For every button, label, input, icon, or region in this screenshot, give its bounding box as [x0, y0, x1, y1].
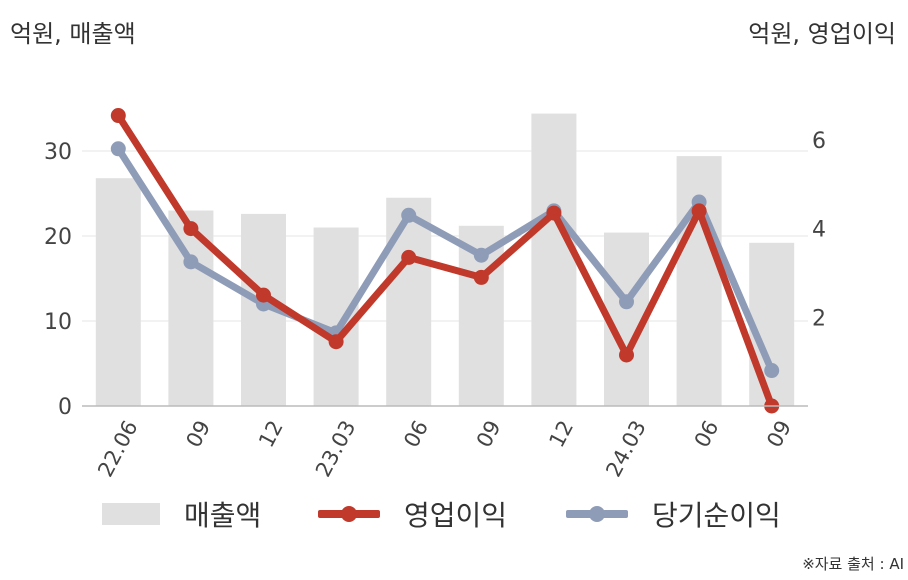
legend-label-operating-profit: 영업이익 [404, 499, 508, 532]
operating-profit-point [619, 347, 634, 363]
operating-profit-point [473, 269, 489, 285]
operating-profit-point [328, 334, 344, 350]
legend: 매출액 영업이익 당기순이익 [0, 492, 908, 536]
operating-profit-point [110, 108, 126, 124]
x-tick-label: 09 [472, 416, 506, 451]
legend-label-revenue: 매출액 [184, 499, 262, 532]
left-tick-label: 20 [44, 225, 72, 250]
x-tick-label: 09 [181, 416, 215, 451]
x-tick-label: 24.03 [601, 416, 650, 480]
legend-swatch-revenue [102, 503, 160, 525]
left-tick-label: 10 [44, 310, 72, 335]
right-tick-label: 4 [812, 218, 826, 243]
x-tick-label: 23.03 [311, 416, 360, 480]
x-tick-label: 12 [254, 416, 288, 451]
operating-profit-point [401, 249, 417, 265]
legend-item-revenue: 매출액 [102, 492, 261, 536]
legend-swatch-net-profit [566, 506, 628, 522]
revenue-bar [313, 227, 359, 406]
revenue-bar [531, 113, 577, 406]
left-tick-label: 0 [58, 395, 72, 420]
net-profit-point [183, 254, 199, 270]
operating-profit-point [691, 203, 707, 219]
right-tick-label: 6 [812, 129, 826, 154]
operating-profit-point [256, 287, 271, 303]
operating-profit-point [183, 221, 199, 237]
x-tick-label: 22.06 [93, 416, 142, 480]
right-axis-unit: 억원, 영업이익 [748, 20, 896, 48]
legend-label-net-profit: 당기순이익 [652, 499, 781, 532]
operating-profit-line [114, 112, 776, 410]
revenue-bar [676, 156, 722, 406]
profit-lines [110, 108, 780, 414]
net-profit-point [764, 363, 780, 379]
combo-chart: 0 10 20 30 2 4 6 22.06 09 12 23.03 06 09 12 24.03 06 09 [44, 108, 826, 480]
net-profit-point [110, 141, 126, 157]
axes: 0 10 20 30 2 4 6 22.06 09 12 23.03 06 09 12 24.03 06 09 [44, 129, 826, 480]
x-tick-label: 06 [690, 416, 724, 451]
right-tick-label: 2 [812, 306, 826, 331]
legend-item-operating-profit: 영업이익 [318, 492, 507, 536]
legend-swatch-operating-profit [318, 506, 380, 522]
x-tick-label: 12 [544, 416, 578, 451]
left-axis-unit: 억원, 매출액 [10, 20, 136, 48]
source-note: ※자료 출처 : AI [802, 555, 904, 573]
revenue-bars [95, 113, 795, 406]
revenue-bar [386, 197, 432, 406]
operating-profit-point [546, 205, 562, 221]
net-profit-point [619, 294, 634, 310]
revenue-bar [749, 242, 795, 406]
revenue-bar [95, 178, 141, 406]
net-profit-line [114, 145, 776, 375]
legend-item-net-profit: 당기순이익 [566, 492, 781, 536]
net-profit-point [473, 247, 489, 263]
net-profit-point [401, 207, 417, 223]
left-tick-label: 30 [44, 140, 72, 165]
x-tick-label: 09 [762, 416, 796, 451]
x-tick-label: 06 [399, 416, 433, 451]
